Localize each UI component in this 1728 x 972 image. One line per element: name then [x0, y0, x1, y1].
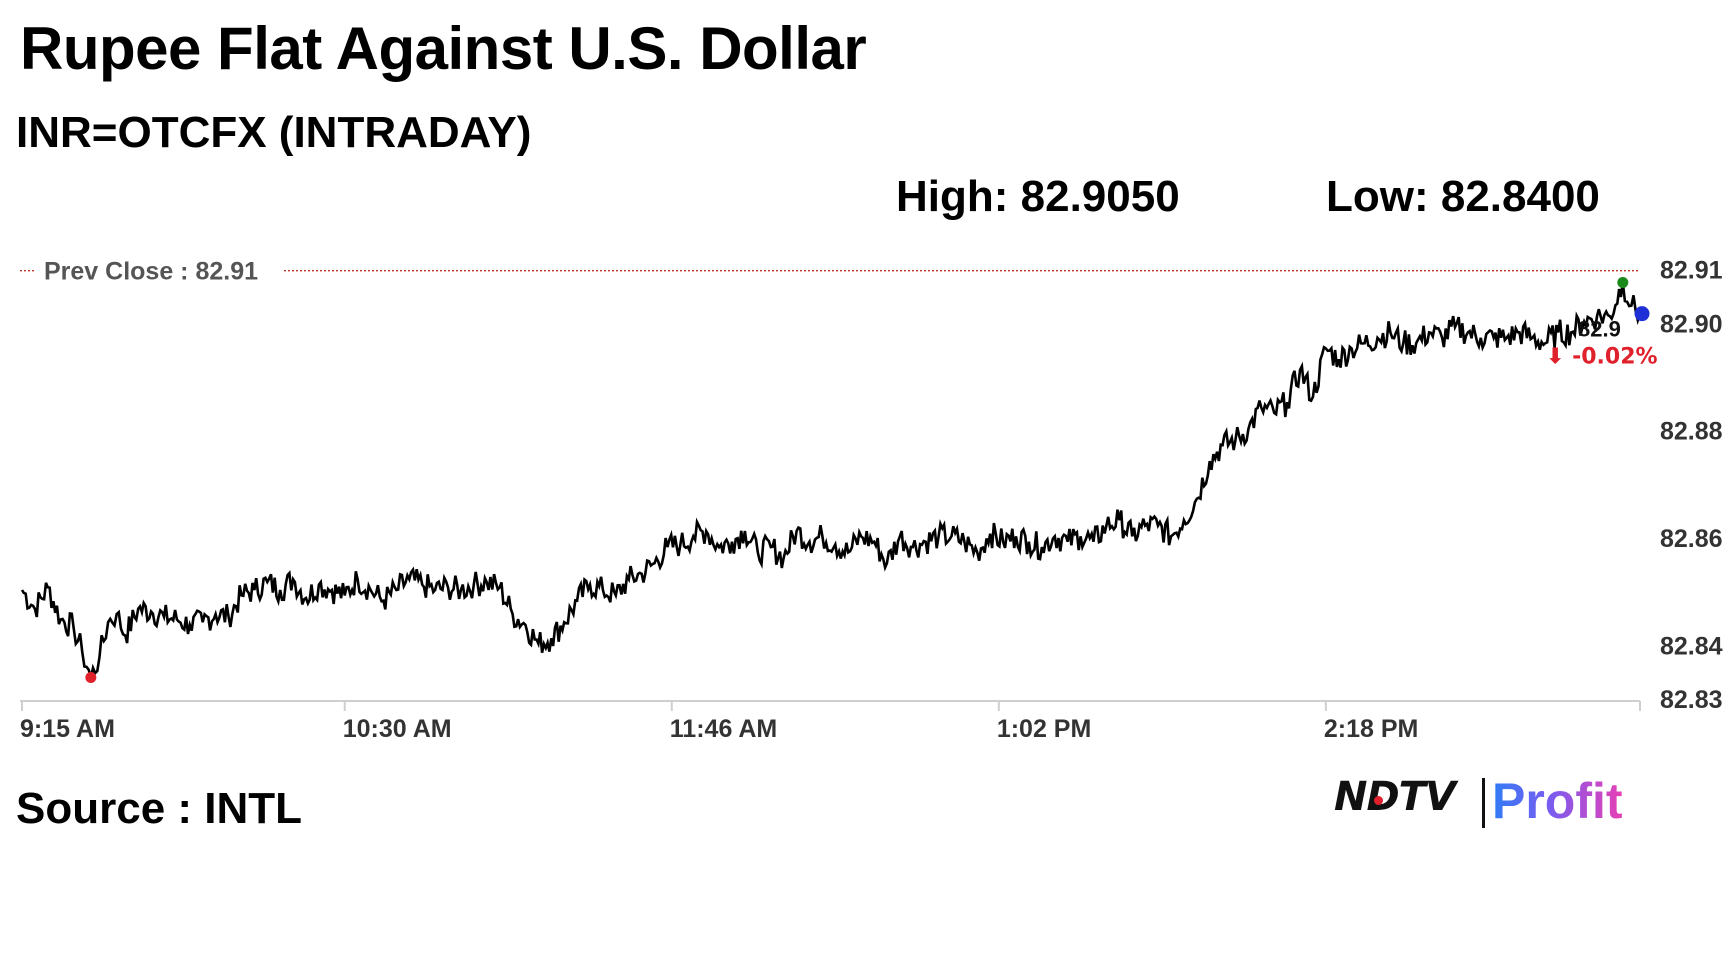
logo-ndtv-text: NDTV [1334, 774, 1456, 820]
high-value: High: 82.9050 [896, 172, 1180, 221]
y-axis: 82.91 82.90 82.88 82.86 82.84 82.83 [1660, 257, 1723, 714]
logo-divider [1482, 778, 1485, 828]
prev-close-line-group: Prev Close : 82.91 [20, 258, 1640, 286]
y-tick-label: 82.86 [1660, 525, 1723, 553]
price-series-line [20, 282, 1642, 678]
low-value: Low: 82.8400 [1326, 172, 1600, 221]
last-point-marker [1634, 306, 1650, 322]
x-tick-label: 10:30 AM [343, 715, 452, 743]
last-value-label: 82.9 [1578, 317, 1621, 342]
y-tick-label: 82.88 [1660, 418, 1723, 446]
x-axis: 9:15 AM 10:30 AM 11:46 AM 1:02 PM 2:18 PM [20, 700, 1641, 743]
chart-subtitle: INR=OTCFX (INTRADAY) [16, 108, 532, 157]
chart-title: Rupee Flat Against U.S. Dollar [20, 15, 867, 82]
markers [85, 277, 1650, 683]
x-tick-label: 11:46 AM [670, 715, 777, 743]
x-tick-label: 9:15 AM [20, 715, 115, 743]
low-point-marker [85, 671, 97, 683]
high-point-marker [1617, 277, 1629, 289]
source-note: Source : INTL [16, 784, 303, 833]
logo-red-dot [1374, 796, 1383, 805]
y-tick-label: 82.84 [1660, 632, 1723, 660]
intraday-line-chart: Prev Close : 82.91 9:15 AM 10:30 AM 11:46 … [20, 257, 1723, 743]
y-tick-label: 82.91 [1660, 257, 1723, 285]
last-change-label: ⬇ -0.02% [1546, 345, 1658, 370]
y-tick-label: 82.83 [1660, 686, 1723, 714]
logo-profit-text: Profit [1492, 773, 1623, 829]
y-tick-label: 82.90 [1660, 310, 1723, 338]
x-tick-label: 1:02 PM [997, 715, 1091, 743]
prev-close-label: Prev Close : 82.91 [44, 258, 258, 286]
x-tick-label: 2:18 PM [1324, 715, 1418, 743]
